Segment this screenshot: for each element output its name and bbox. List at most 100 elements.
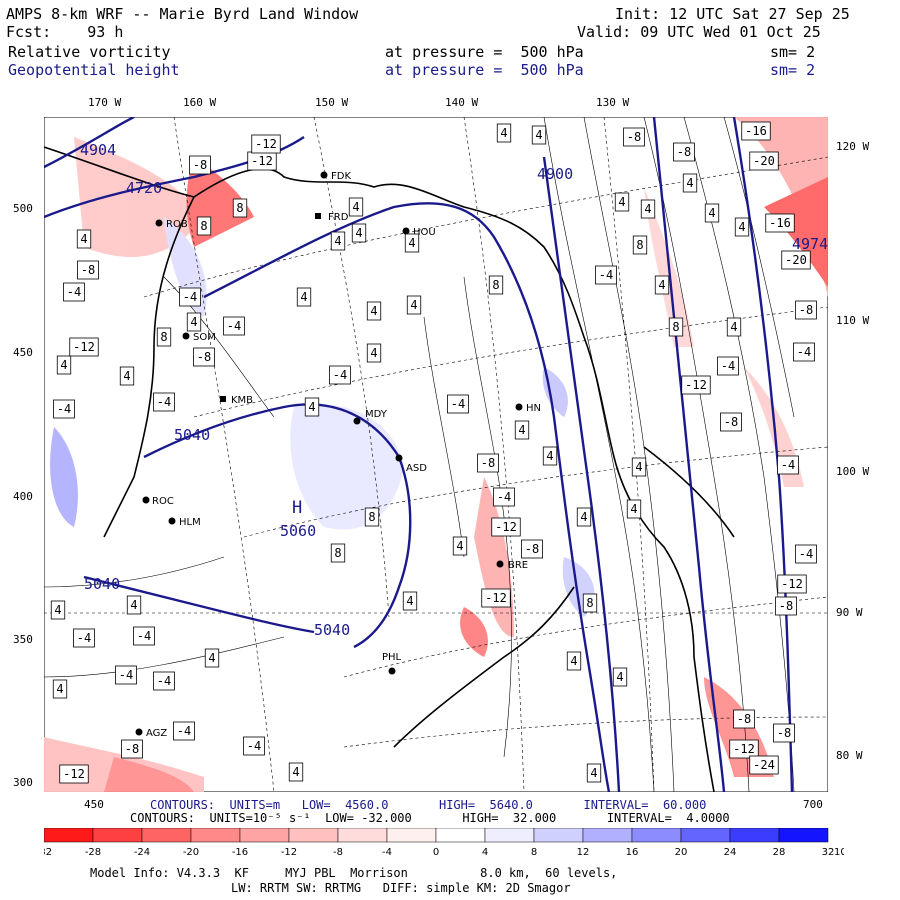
vorticity-label: 4	[370, 304, 377, 318]
vorticity-label-box	[626, 499, 642, 519]
vorticity-label-box	[668, 317, 684, 337]
vorticity-label-box	[119, 366, 135, 386]
vorticity-label-box	[481, 588, 511, 608]
colorbar-cell	[92, 828, 143, 843]
vorticity-label: 4	[80, 232, 87, 246]
height-label: 5040	[174, 426, 210, 444]
vorticity-label-box	[793, 342, 815, 362]
vorticity-label-box	[521, 539, 543, 559]
vorticity-label-box	[749, 151, 779, 171]
vorticity-label: 4	[456, 539, 463, 553]
station-marker	[182, 332, 190, 340]
height-label: 5060	[280, 522, 316, 540]
vorticity-label-box	[582, 593, 598, 613]
vorticity-label-box	[348, 197, 364, 217]
vorticity-label: 4	[334, 234, 341, 248]
vorticity-label-box	[406, 295, 422, 315]
vorticity-label-box	[288, 762, 304, 782]
station-label: FRD	[328, 212, 349, 223]
vorticity-label-box	[186, 312, 202, 332]
height-label: 5040	[314, 621, 350, 639]
vorticity-label: -12	[251, 154, 273, 168]
vorticity-label: 8	[334, 546, 341, 560]
vorticity-label: 4	[352, 200, 359, 214]
vorticity-label-box	[612, 667, 628, 687]
lon-label-top: 170 W	[88, 96, 122, 109]
vorticity-label: -12	[255, 137, 277, 151]
vorticity-label-box	[196, 216, 212, 236]
vorticity-label-box	[614, 192, 630, 212]
vorticity-label: -12	[685, 378, 707, 392]
vorticity-label-box	[153, 671, 175, 691]
vorticity-label-box	[193, 347, 215, 367]
vorticity-label: 4	[658, 278, 665, 292]
vorticity-label-box	[542, 446, 558, 466]
vorticity-label-box	[50, 600, 66, 620]
vorticity-label-box	[623, 127, 645, 147]
station-marker	[315, 213, 321, 219]
coastline	[44, 146, 735, 792]
field-2-name: Geopotential height	[8, 61, 180, 79]
station-marker	[135, 728, 143, 736]
vorticity-label-box	[654, 275, 670, 295]
lon-label-top: 160 W	[183, 96, 217, 109]
colorbar-label: -24	[134, 847, 150, 858]
vorticity-label: 4	[546, 449, 553, 463]
colorbar-label: -32	[44, 847, 52, 858]
station-label: ROC	[152, 496, 174, 507]
colorbar-cell	[484, 828, 535, 843]
vorticity-label-box	[749, 755, 779, 775]
y-tick-label: 500	[13, 202, 33, 215]
vorticity-label: -20	[753, 154, 775, 168]
vorticity-label: -8	[81, 263, 95, 277]
vorticity-label-box	[734, 217, 750, 237]
vorticity-label-box	[402, 591, 418, 611]
vorticity-label-box	[126, 595, 142, 615]
colorbar-label: -16	[232, 847, 248, 858]
colorbar-label: 24	[724, 847, 737, 858]
station-label: PHL	[382, 652, 402, 663]
vorticity-label-box	[296, 287, 312, 307]
model-info: Model Info: V4.3.3 KF MYJ PBL Morrison 8…	[90, 866, 618, 880]
station-label: FDK	[331, 171, 351, 182]
vorticity-label: -12	[733, 742, 755, 756]
vorticity-label: -4	[57, 402, 71, 416]
vorticity-label-box	[63, 282, 85, 302]
vorticity-label-box	[404, 233, 420, 253]
station-marker	[395, 454, 403, 462]
vorticity-label: 8	[236, 201, 243, 215]
vorticity-label: -4	[177, 724, 191, 738]
vorticity-label-box	[59, 764, 89, 784]
vorticity-label: 4	[292, 765, 299, 779]
lon-label-right: 120 W	[836, 140, 870, 153]
vorticity-label: -4	[77, 631, 91, 645]
vorticity-label: 4	[54, 603, 61, 617]
vorticity-label-box	[491, 517, 521, 537]
map-title: AMPS 8-km WRF -- Marie Byrd Land Window	[6, 5, 359, 23]
colorbar-label: -12	[281, 847, 297, 858]
lon-label-top: 130 W	[596, 96, 630, 109]
vorticity-label-box	[133, 626, 155, 646]
vorticity-label-box	[73, 628, 95, 648]
vorticity-label-box	[153, 392, 175, 412]
vorticity-label: 4	[370, 346, 377, 360]
vorticity-label-box	[631, 457, 647, 477]
vorticity-label-box	[795, 300, 817, 320]
vorticity-label: 8	[586, 596, 593, 610]
vorticity-label: 4	[738, 220, 745, 234]
vorticity-label-box	[330, 231, 346, 251]
vorticity-label: 8	[160, 330, 167, 344]
station-marker	[220, 396, 226, 402]
vorticity-label: -4	[781, 458, 795, 472]
vorticity-label-box	[681, 375, 711, 395]
vorticity-label: 4	[518, 423, 525, 437]
vorticity-label: 4	[570, 654, 577, 668]
vorticity-label-box	[223, 316, 245, 336]
vorticity-label: -8	[197, 350, 211, 364]
height-label: 4900	[537, 165, 573, 183]
colorbar-cell	[582, 828, 633, 843]
vorticity-label: -4	[67, 285, 81, 299]
vorticity-label: -4	[721, 359, 735, 373]
colorbar-label: 4	[482, 847, 488, 858]
vorticity-label-box	[566, 651, 582, 671]
